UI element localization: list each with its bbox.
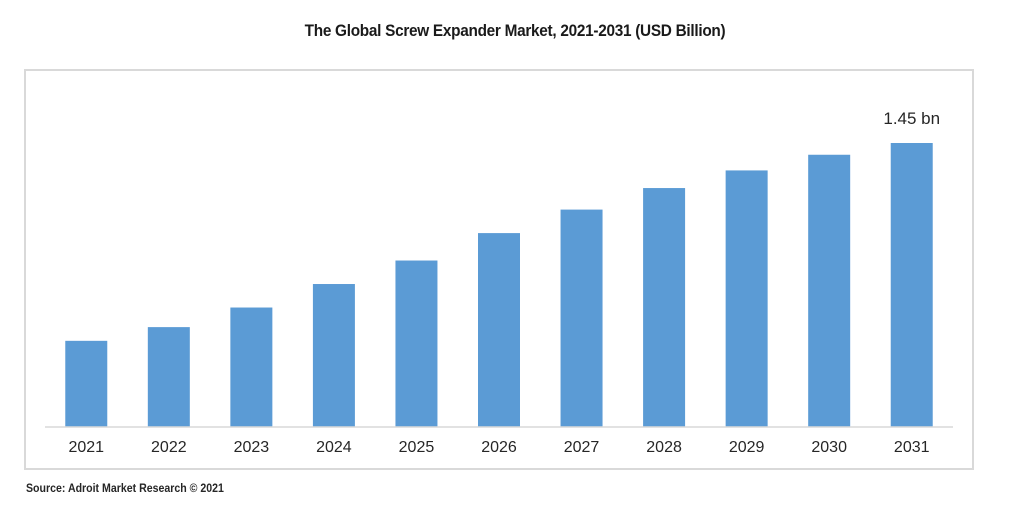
bar-2021 [65, 340, 108, 427]
bar-2026 [478, 233, 520, 427]
bar-2024 [312, 284, 355, 427]
chart-title: The Global Screw Expander Market, 2021-2… [304, 22, 726, 40]
bar-2027 [560, 209, 603, 427]
x-tick-labels: 2021 2022 2023 2024 2025 2026 2027 2028 2029 2030… [68, 439, 929, 456]
data-labels: 1.45 bn [883, 109, 940, 128]
source-note: Source: Adroit Market Research © 2021 [26, 483, 224, 495]
x-tick-label-2028: 2028 [646, 439, 682, 456]
bars-group [65, 143, 933, 428]
x-tick-label-2022: 2022 [151, 439, 187, 456]
bar-2025 [395, 260, 438, 427]
data-label-2031: 1.45 bn [883, 109, 940, 128]
x-tick-label-2027: 2027 [564, 439, 600, 456]
x-tick-label-2024: 2024 [316, 439, 352, 456]
bar-2029 [725, 170, 768, 427]
x-tick-label-2031: 2031 [894, 439, 930, 456]
x-tick-label-2030: 2030 [811, 439, 847, 456]
bar-2022 [147, 327, 190, 427]
bar-2031 [890, 143, 933, 427]
x-tick-label-2026: 2026 [481, 439, 517, 456]
x-tick-label-2023: 2023 [234, 439, 270, 456]
x-tick-label-2029: 2029 [729, 439, 765, 456]
x-tick-label-2025: 2025 [399, 439, 435, 456]
bar-2030 [808, 154, 851, 428]
bar-2023 [230, 307, 273, 427]
bar-2028 [643, 188, 686, 427]
x-tick-label-2021: 2021 [68, 439, 104, 456]
